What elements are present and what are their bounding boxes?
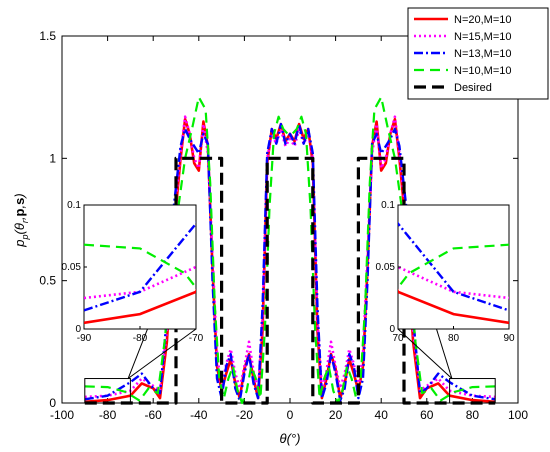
y-label-bold-s: s — [12, 198, 27, 205]
inset-x-tick-label: -70 — [189, 333, 204, 344]
zoom-arrow-line — [397, 328, 453, 379]
inset-x-tick-label: 80 — [448, 333, 460, 344]
x-tick-label: 100 — [508, 408, 528, 422]
x-tick-label: -100 — [50, 408, 74, 422]
legend-label: N=20,M=10 — [454, 14, 511, 26]
main-axis-ticks: -100 -80 -60 -40 -20 0 20 40 60 80 100 0 0.5 1 1.5 — [39, 29, 528, 422]
inset-x-tick-label: 90 — [503, 333, 515, 344]
x-tick-label: -20 — [236, 408, 254, 422]
x-tick-label: 0 — [287, 408, 294, 422]
inset-x-tick-label: 70 — [392, 333, 404, 344]
inset-x-tick-label: -90 — [77, 333, 92, 344]
inset-frame — [83, 204, 197, 330]
zoom-arrow-line — [127, 328, 197, 379]
legend: N=20,M=10 N=15,M=10 N=13,M=10 N=10,M=10 Desi… — [407, 7, 549, 100]
inset-axes: -90 -80 -70 0 0.05 0.1 70 80 90 0 0.05 0.1 — [62, 200, 515, 344]
x-axis-label: θ(°) — [280, 431, 301, 446]
x-tick-label: -40 — [190, 408, 208, 422]
series-line — [84, 122, 496, 402]
y-label-close: ) — [12, 193, 27, 199]
series-line — [84, 96, 496, 405]
inset-x-tick-label: -80 — [133, 333, 148, 344]
y-tick-label: 1 — [49, 151, 56, 165]
y-label-comma-1: , — [12, 216, 27, 220]
y-tick-label: 0 — [49, 396, 56, 410]
inset-y-tick-label: 0.1 — [67, 200, 81, 211]
y-label-comma-2: , — [12, 205, 27, 209]
zoom-region-box — [84, 378, 131, 404]
series-line — [84, 115, 496, 399]
inset-y-tick-label: 0 — [389, 324, 395, 335]
inset-plot: -90 -80 -70 0 0.05 0.1 — [62, 200, 204, 344]
legend-label: N=15,M=10 — [454, 31, 511, 43]
inset-y-tick-label: 0 — [75, 324, 81, 335]
x-tick-label: -80 — [99, 408, 117, 422]
inset-y-tick-label: 0.05 — [62, 262, 82, 273]
x-tick-label: 20 — [329, 408, 343, 422]
y-label-theta: (θ — [12, 223, 27, 234]
x-tick-label: -60 — [145, 408, 163, 422]
inset-frame — [397, 204, 510, 330]
inset-y-tick-label: 0.1 — [381, 200, 395, 211]
y-axis-label: pp(θr,p,s) — [12, 193, 30, 247]
series-line — [84, 156, 496, 405]
x-tick-label: 60 — [420, 408, 434, 422]
legend-label: N=10,M=10 — [454, 65, 511, 77]
zoom-region-box — [449, 378, 496, 404]
y-label-sub-r: r — [20, 219, 30, 223]
main-series-lines — [84, 96, 496, 405]
x-tick-label: 80 — [466, 408, 480, 422]
y-tick-label: 0.5 — [39, 274, 56, 288]
y-label-bold-p: p — [12, 208, 27, 216]
x-tick-label: 40 — [375, 408, 389, 422]
legend-label: N=13,M=10 — [454, 48, 511, 60]
inset-plot: 70 80 90 0 0.05 0.1 — [376, 200, 515, 344]
legend-label: Desired — [454, 82, 492, 94]
y-label-sub-p: p — [20, 234, 30, 240]
inset-y-tick-label: 0.05 — [376, 262, 396, 273]
y-label-p: p — [12, 239, 27, 247]
y-tick-label: 1.5 — [39, 29, 56, 43]
